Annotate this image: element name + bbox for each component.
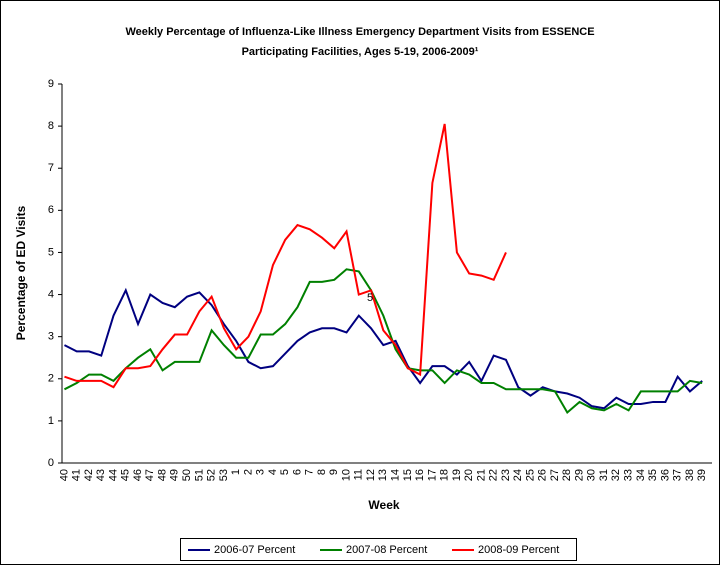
x-tick-label: 35	[647, 469, 659, 481]
x-axis-title: Week	[368, 498, 399, 512]
x-tick-label: 23	[500, 469, 512, 481]
y-tick-label: 2	[48, 373, 54, 385]
x-tick-label: 21	[475, 469, 487, 481]
y-tick-label: 9	[48, 78, 54, 90]
x-tick-label: 36	[659, 469, 671, 481]
x-tick-label: 27	[549, 469, 561, 481]
chart-subtitle: Participating Facilities, Ages 5-19, 200…	[242, 46, 479, 58]
y-tick-label: 1	[48, 415, 54, 427]
y-tick-label: 4	[48, 288, 54, 300]
x-tick-label: 1	[230, 469, 242, 475]
x-tick-label: 48	[156, 469, 168, 481]
x-tick-label: 28	[561, 469, 573, 481]
chart-title: Weekly Percentage of Influenza-Like Illn…	[125, 26, 594, 38]
y-tick-label: 5	[48, 246, 54, 258]
x-tick-label: 4	[267, 469, 279, 475]
x-tick-label: 7	[304, 469, 316, 475]
x-tick-label: 51	[193, 469, 205, 481]
x-tick-label: 8	[316, 469, 328, 475]
series-line	[63, 268, 703, 415]
x-tick-label: 37	[672, 469, 684, 481]
x-tick-label: 47	[144, 469, 156, 481]
x-tick-label: 17	[426, 469, 438, 481]
x-tick-label: 3	[255, 469, 267, 475]
x-tick-label: 42	[83, 469, 95, 481]
x-tick-label: 39	[696, 469, 708, 481]
x-tick-label: 22	[488, 469, 500, 481]
legend-label: 2007-08 Percent	[346, 544, 427, 556]
x-tick-label: 15	[402, 469, 414, 481]
series-line	[64, 123, 507, 389]
y-axis-title: Percentage of ED Visits	[14, 205, 28, 340]
x-tick-label: 38	[684, 469, 696, 481]
x-tick-label: 25	[524, 469, 536, 481]
y-tick-label: 8	[48, 120, 54, 132]
annotation: 5	[367, 292, 373, 304]
x-tick-label: 29	[573, 469, 585, 481]
x-tick-label: 5	[279, 469, 291, 475]
x-tick-label: 33	[623, 469, 635, 481]
x-tick-label: 30	[586, 469, 598, 481]
x-tick-label: 53	[218, 469, 230, 481]
x-tick-label: 41	[71, 469, 83, 481]
legend-label: 2006-07 Percent	[214, 544, 295, 556]
x-tick-label: 40	[58, 469, 70, 481]
x-tick-label: 11	[353, 469, 365, 480]
x-tick-label: 49	[169, 469, 181, 481]
x-tick-label: 18	[439, 469, 451, 481]
x-tick-label: 13	[377, 469, 389, 481]
x-tick-label: 2	[242, 469, 254, 475]
x-tick-label: 34	[635, 469, 647, 481]
x-tick-label: 19	[451, 469, 463, 481]
x-tick-label: 50	[181, 469, 193, 481]
x-tick-label: 43	[95, 469, 107, 481]
x-tick-label: 16	[414, 469, 426, 481]
x-tick-label: 9	[328, 469, 340, 475]
x-tick-label: 6	[291, 469, 303, 475]
y-tick-label: 7	[48, 162, 54, 174]
legend	[180, 538, 577, 561]
x-tick-label: 31	[598, 469, 610, 481]
x-tick-label: 52	[206, 469, 218, 481]
x-tick-label: 46	[132, 469, 144, 481]
x-tick-label: 20	[463, 469, 475, 481]
x-tick-label: 45	[120, 469, 132, 481]
x-tick-label: 10	[340, 469, 352, 481]
x-tick-label: 32	[610, 469, 622, 481]
series-line	[63, 287, 703, 410]
y-tick-label: 0	[48, 457, 54, 469]
x-tick-label: 14	[389, 469, 401, 481]
x-tick-label: 12	[365, 469, 377, 481]
x-tick-label: 24	[512, 469, 524, 481]
legend-label: 2008-09 Percent	[478, 544, 559, 556]
y-tick-label: 6	[48, 204, 54, 216]
x-tick-label: 26	[537, 469, 549, 481]
y-tick-label: 3	[48, 331, 54, 343]
x-tick-label: 44	[107, 469, 119, 481]
